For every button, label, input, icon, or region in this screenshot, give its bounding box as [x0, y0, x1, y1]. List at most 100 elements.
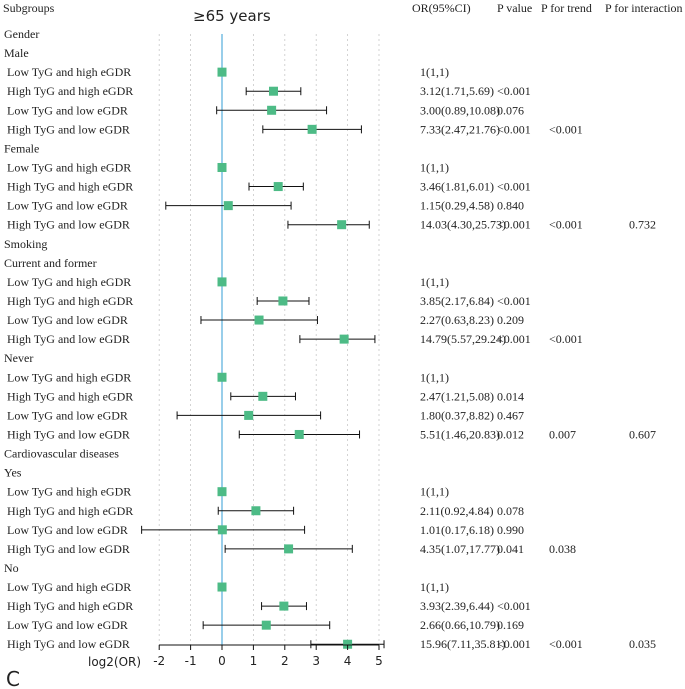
table-row: High TyG and low eGDR 14.03(4.30,25.73)<0…	[7, 218, 656, 232]
point-estimate-marker	[217, 525, 227, 535]
row-label: High TyG and low eGDR	[7, 218, 130, 232]
row-label: Low TyG and low eGDR	[7, 523, 128, 537]
subgroup-label: Yes	[4, 466, 22, 480]
row-label: Low TyG and high eGDR	[7, 370, 131, 384]
point-estimate-marker	[268, 86, 278, 96]
point-estimate-marker	[339, 334, 349, 344]
table-row: High TyG and low eGDR 14.79(5.57,29.24)<0…	[7, 332, 583, 346]
point-estimate-marker	[294, 429, 304, 439]
group-label: Smoking	[4, 237, 47, 251]
table-row: Low TyG and low eGDR 2.66(0.66,10.79)0.16…	[7, 618, 524, 632]
point-estimate-marker	[251, 506, 261, 516]
table-row: Low TyG and low eGDR 3.00(0.89,10.08)0.07…	[7, 103, 524, 117]
point-estimate-marker	[217, 372, 227, 382]
table-row: High TyG and high eGDR 3.93(2.39,6.44) <0.…	[7, 599, 531, 613]
row-label: Low TyG and high eGDR	[7, 65, 131, 79]
row-label: High TyG and low eGDR	[7, 122, 130, 136]
table-row: High TyG and high eGDR 3.46(1.81,6.01) <0.…	[7, 180, 531, 194]
or-ci-value: 3.93(2.39,6.44)	[420, 599, 494, 613]
or-ci-value: 14.03(4.30,25.73)	[420, 218, 506, 232]
p-value: 0.076	[497, 103, 524, 117]
p-value: 0.467	[497, 408, 524, 422]
p-interaction-column-header: P for interaction	[605, 1, 683, 15]
table-row: High TyG and low eGDR 7.33(2.47,21.76)<0.…	[7, 122, 583, 136]
or-ci-value: 3.85(2.17,6.84)	[420, 294, 494, 308]
or-ci-value: 3.12(1.71,5.69)	[420, 84, 494, 98]
p-value: <0.001	[497, 637, 531, 651]
group-label: Gender	[4, 27, 39, 41]
row-label: High TyG and low eGDR	[7, 427, 130, 441]
row-label: High TyG and high eGDR	[7, 599, 133, 613]
point-estimate-marker	[273, 182, 283, 192]
row-label: High TyG and low eGDR	[7, 542, 130, 556]
p-value: 0.209	[497, 313, 524, 327]
point-estimate-marker	[217, 277, 227, 287]
table-row: Low TyG and high eGDR 1(1,1)	[7, 580, 449, 594]
row-label: High TyG and low eGDR	[7, 637, 130, 651]
table-row: No	[4, 561, 19, 575]
p-value-column-header: P value	[497, 1, 532, 15]
row-label: Low TyG and low eGDR	[7, 199, 128, 213]
point-estimate-marker	[258, 391, 268, 401]
chart-title: ≥65 years	[193, 7, 271, 25]
table-row: Cardiovascular diseases	[4, 447, 119, 461]
table-row: Never	[4, 351, 33, 365]
p-trend-value: <0.001	[549, 637, 583, 651]
table-row: High TyG and high eGDR 2.47(1.21,5.08) 0.0…	[7, 389, 524, 403]
or-ci-value: 2.66(0.66,10.79)	[420, 618, 500, 632]
x-tick-label: 1	[250, 654, 258, 668]
p-value: 0.041	[497, 542, 524, 556]
p-value: 0.014	[497, 389, 524, 403]
point-estimate-marker	[279, 601, 289, 611]
row-label: Low TyG and low eGDR	[7, 618, 128, 632]
p-interaction-value: 0.607	[629, 427, 656, 441]
table-row: Smoking	[4, 237, 47, 251]
table-row: Low TyG and high eGDR 1(1,1)	[7, 65, 449, 79]
point-estimate-marker	[267, 105, 277, 115]
x-tick-label: 4	[344, 654, 352, 668]
x-axis: -2 -1 0 1 2 3 4 5	[153, 644, 383, 668]
row-label: Low TyG and high eGDR	[7, 275, 131, 289]
row-label: High TyG and high eGDR	[7, 294, 133, 308]
x-tick-label: 3	[312, 654, 320, 668]
subgroups-column-header: Subgroups	[3, 1, 55, 15]
or-ci-value: 15.96(7.11,35.81)	[420, 637, 506, 651]
point-estimate-marker	[343, 639, 353, 649]
table-row: High TyG and high eGDR 2.11(0.92,4.84) 0.0…	[7, 504, 524, 518]
table-row: Low TyG and low eGDR 1.01(0.17,6.18) 0.990	[7, 523, 524, 537]
table-row: Low TyG and high eGDR 1(1,1)	[7, 160, 449, 174]
p-trend-value: <0.001	[549, 332, 583, 346]
or-column-header: OR(95%CI)	[412, 1, 471, 15]
row-label: Low TyG and low eGDR	[7, 408, 128, 422]
p-trend-value: <0.001	[549, 122, 583, 136]
p-value: <0.001	[497, 180, 531, 194]
table-row: Current and former	[4, 256, 97, 270]
row-label: High TyG and high eGDR	[7, 389, 133, 403]
p-value: 0.840	[497, 199, 524, 213]
subgroup-label: Never	[4, 351, 33, 365]
table-row: High TyG and low eGDR 5.51(1.46,20.83)0.0…	[7, 427, 656, 441]
or-ci-value: 1(1,1)	[420, 485, 449, 499]
x-tick-label: 0	[218, 654, 226, 668]
subgroup-label: Male	[4, 46, 29, 60]
row-label: High TyG and low eGDR	[7, 332, 130, 346]
point-estimate-marker	[217, 67, 227, 77]
point-estimate-marker	[254, 315, 264, 325]
p-value: <0.001	[497, 84, 531, 98]
point-estimate-marker	[337, 220, 347, 230]
p-value: <0.001	[497, 122, 531, 136]
subgroup-label: Female	[4, 141, 39, 155]
p-trend-value: 0.007	[549, 427, 576, 441]
p-value: <0.001	[497, 599, 531, 613]
point-estimate-marker	[278, 296, 288, 306]
p-value: 0.078	[497, 504, 524, 518]
table-rows: Gender Male Low TyG and high eGDR 1(1,1) Hig…	[4, 27, 656, 651]
point-estimate-marker	[284, 544, 294, 554]
subgroup-label: Current and former	[4, 256, 97, 270]
panel-label: C	[6, 667, 20, 689]
table-row: High TyG and high eGDR 3.12(1.71,5.69) <0.…	[7, 84, 531, 98]
row-label: High TyG and high eGDR	[7, 180, 133, 194]
row-label: Low TyG and high eGDR	[7, 160, 131, 174]
or-ci-value: 3.00(0.89,10.08)	[420, 103, 500, 117]
